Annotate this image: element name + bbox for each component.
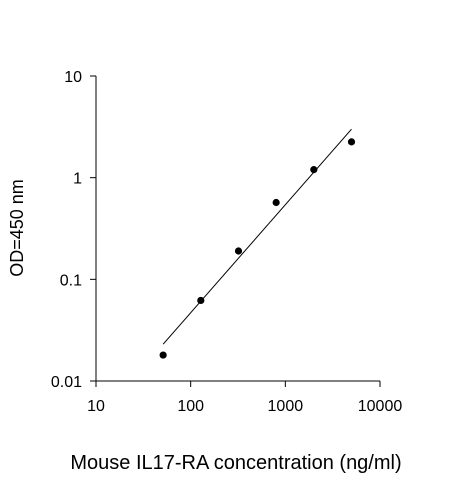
data-point <box>310 166 318 174</box>
y-tick-label: 10 <box>64 69 82 86</box>
x-axis-title: Mouse IL17-RA concentration (ng/ml) <box>70 452 401 474</box>
data-point <box>272 198 280 207</box>
data-point <box>234 247 243 255</box>
x-tick-label: 100 <box>177 398 204 415</box>
data-point <box>159 351 167 359</box>
y-tick-label: 0.01 <box>51 374 82 391</box>
x-tick-label: 1000 <box>268 398 304 415</box>
fit-line-group <box>162 128 352 345</box>
y-tick-label: 1 <box>73 171 82 188</box>
y-axis-ticks: 0.01 0.1 1 10 <box>51 69 96 391</box>
x-tick-label: 10000 <box>358 398 403 415</box>
data-point <box>347 138 356 146</box>
y-tick-label: 0.1 <box>60 272 82 289</box>
y-axis-title: OD=450 nm <box>7 179 27 277</box>
x-tick-label: 10 <box>87 398 105 415</box>
fit-line <box>162 128 352 345</box>
data-point <box>197 296 205 305</box>
x-axis-ticks: 10 100 1000 10000 <box>87 381 402 415</box>
data-points <box>159 138 356 359</box>
axes <box>95 76 380 382</box>
